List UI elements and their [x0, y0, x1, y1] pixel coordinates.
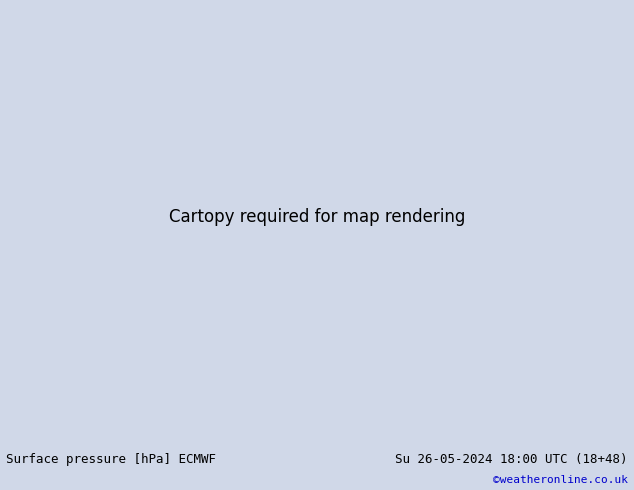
Text: ©weatheronline.co.uk: ©weatheronline.co.uk	[493, 475, 628, 486]
Text: Surface pressure [hPa] ECMWF: Surface pressure [hPa] ECMWF	[6, 452, 216, 466]
Text: Cartopy required for map rendering: Cartopy required for map rendering	[169, 208, 465, 226]
Text: Su 26-05-2024 18:00 UTC (18+48): Su 26-05-2024 18:00 UTC (18+48)	[395, 452, 628, 466]
